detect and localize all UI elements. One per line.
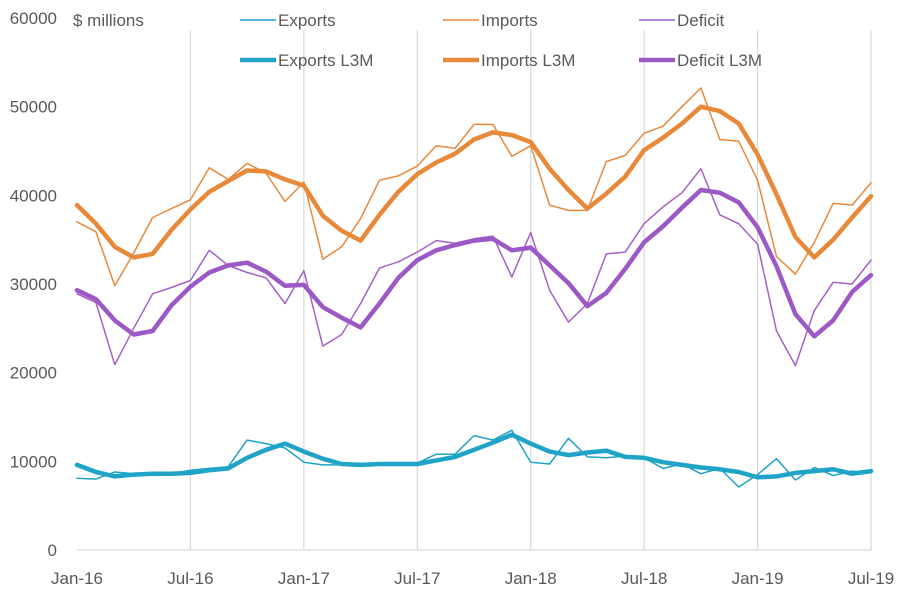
vertical-gridlines: [189, 30, 872, 550]
x-axis-tick-labels: Jan-16 Jul-16 Jan-17 Jul-17 Jan-18 Jul-18 Jan-…: [51, 569, 894, 588]
y-tick-label: 60000: [10, 9, 57, 28]
y-axis-tick-labels: 0 10000 20000 30000 40000 50000 60000: [10, 9, 57, 560]
series-lines: [74, 87, 874, 488]
legend-label: Exports: [278, 11, 336, 30]
legend: Exports Imports Deficit Exports L3M Imports …: [240, 11, 762, 70]
legend-label: Exports L3M: [278, 51, 373, 70]
y-tick-label: 20000: [10, 364, 57, 383]
x-tick-label: Jan-16: [51, 569, 103, 588]
y-tick-label: 40000: [10, 186, 57, 205]
y-tick-label: 50000: [10, 98, 57, 117]
y-tick-label: 0: [48, 541, 57, 560]
unit-label: $ millions: [73, 11, 144, 30]
legend-label: Imports L3M: [481, 51, 575, 70]
series-line-exports: [76, 429, 872, 488]
legend-label: Deficit: [677, 11, 725, 30]
series-line-imports: [76, 87, 872, 287]
y-tick-label: 30000: [10, 275, 57, 294]
x-tick-label: Jul-19: [848, 569, 894, 588]
series-line-exports-l3m: [74, 432, 874, 480]
x-tick-label: Jul-18: [621, 569, 667, 588]
series-line-imports-l3m: [74, 104, 874, 260]
series-line-deficit: [76, 167, 872, 367]
legend-label: Imports: [481, 11, 538, 30]
x-tick-label: Jan-19: [732, 569, 784, 588]
y-tick-label: 10000: [10, 452, 57, 471]
x-tick-label: Jan-18: [505, 569, 557, 588]
x-tick-label: Jul-16: [167, 569, 213, 588]
x-tick-label: Jul-17: [394, 569, 440, 588]
series-line-deficit-l3m: [74, 187, 874, 339]
x-tick-label: Jan-17: [278, 569, 330, 588]
legend-label: Deficit L3M: [677, 51, 762, 70]
